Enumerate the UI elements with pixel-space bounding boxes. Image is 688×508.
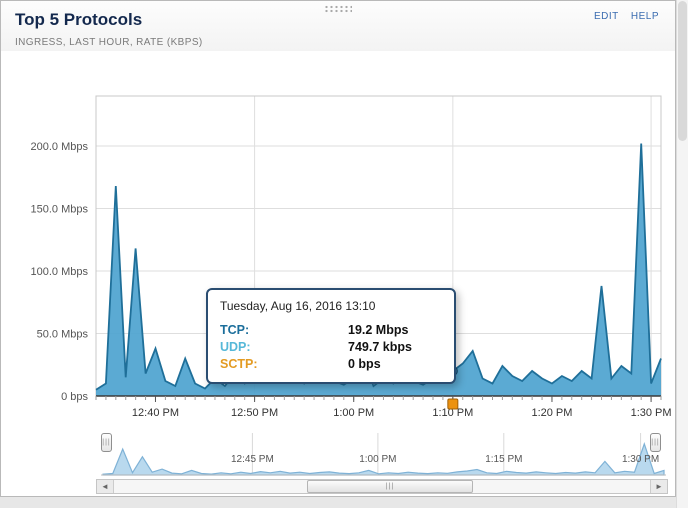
tooltip-series-label: UDP: [220, 340, 251, 354]
header-links: EDIT HELP [585, 11, 659, 22]
chart-horizontal-scrollbar[interactable]: ◄ ||| ► [96, 479, 668, 494]
top5-protocols-widget: EDIT HELP Top 5 Protocols INGRESS, LAST … [0, 0, 676, 497]
tooltip-row: SCTP: 0 bps [220, 356, 442, 373]
x-axis-label: 1:30 PM [631, 407, 672, 419]
grip-lines-icon: ||| [651, 439, 660, 446]
y-axis-label: 200.0 Mbps [31, 141, 89, 153]
brush-tick-label: 12:45 PM [231, 454, 274, 465]
left-arrow-icon: ◄ [101, 482, 109, 491]
widget-drag-grip-icon[interactable] [324, 5, 352, 13]
chart-tooltip: Tuesday, Aug 16, 2016 13:10 TCP: 19.2 Mbp… [206, 288, 456, 384]
x-axis-label: 12:40 PM [132, 407, 179, 419]
time-slider-marker[interactable] [447, 398, 459, 410]
scrollbar-thumb[interactable]: ||| [306, 480, 474, 493]
brush-tick-label: 1:00 PM [359, 454, 396, 465]
tooltip-series-label: SCTP: [220, 357, 258, 371]
grip-lines-icon: ||| [102, 439, 111, 446]
tooltip-row: TCP: 19.2 Mbps [220, 322, 442, 339]
tooltip-row: UDP: 749.7 kbps [220, 339, 442, 356]
tooltip-series-value: 0 bps [348, 357, 381, 371]
x-axis-label: 1:00 PM [333, 407, 374, 419]
brush-tick-label: 1:30 PM [622, 454, 659, 465]
scrollbar-track[interactable]: ||| [114, 480, 650, 493]
page-scrollbar[interactable] [676, 0, 688, 508]
tooltip-timestamp: Tuesday, Aug 16, 2016 13:10 [220, 299, 376, 313]
plot-frame [95, 95, 662, 396]
brush-tick-label: 1:15 PM [485, 454, 522, 465]
tooltip-series-value: 19.2 Mbps [348, 323, 409, 337]
y-axis-label: 100.0 Mbps [31, 266, 89, 278]
tooltip-series-label: TCP: [220, 323, 250, 337]
x-axis-label: 1:10 PM [432, 407, 473, 419]
scroll-left-button[interactable]: ◄ [97, 480, 114, 493]
main-chart[interactable]: 0 bps 50.0 Mbps 100.0 Mbps 150.0 Mbps 200.0 … [1, 61, 677, 423]
brush-left-handle[interactable]: ||| [101, 433, 112, 452]
page-scrollbar-thumb[interactable] [678, 1, 687, 141]
brush-area [102, 442, 665, 476]
y-axis-label: 0 bps [61, 391, 88, 403]
brush-right-handle[interactable]: ||| [650, 433, 661, 452]
y-axis-label: 150.0 Mbps [31, 204, 89, 216]
tooltip-rows: TCP: 19.2 Mbps UDP: 749.7 kbps SCTP: 0 bps [220, 322, 442, 373]
brush-overview-chart[interactable]: 12:45 PM 1:00 PM 1:15 PM 1:30 PM [101, 429, 666, 479]
widget-title: Top 5 Protocols [15, 10, 143, 29]
scroll-right-button[interactable]: ► [650, 480, 667, 493]
widget-subtitle: INGRESS, LAST HOUR, RATE (KBPS) [15, 37, 203, 48]
help-link[interactable]: HELP [630, 11, 659, 22]
tooltip-series-value: 749.7 kbps [348, 340, 412, 354]
y-axis-label: 50.0 Mbps [37, 329, 89, 341]
x-axis-label: 12:50 PM [231, 407, 278, 419]
edit-link[interactable]: EDIT [593, 11, 619, 22]
traffic-area [96, 143, 661, 396]
grip-lines-icon: ||| [385, 483, 395, 490]
x-axis-label: 1:20 PM [531, 407, 572, 419]
right-arrow-icon: ► [655, 482, 663, 491]
